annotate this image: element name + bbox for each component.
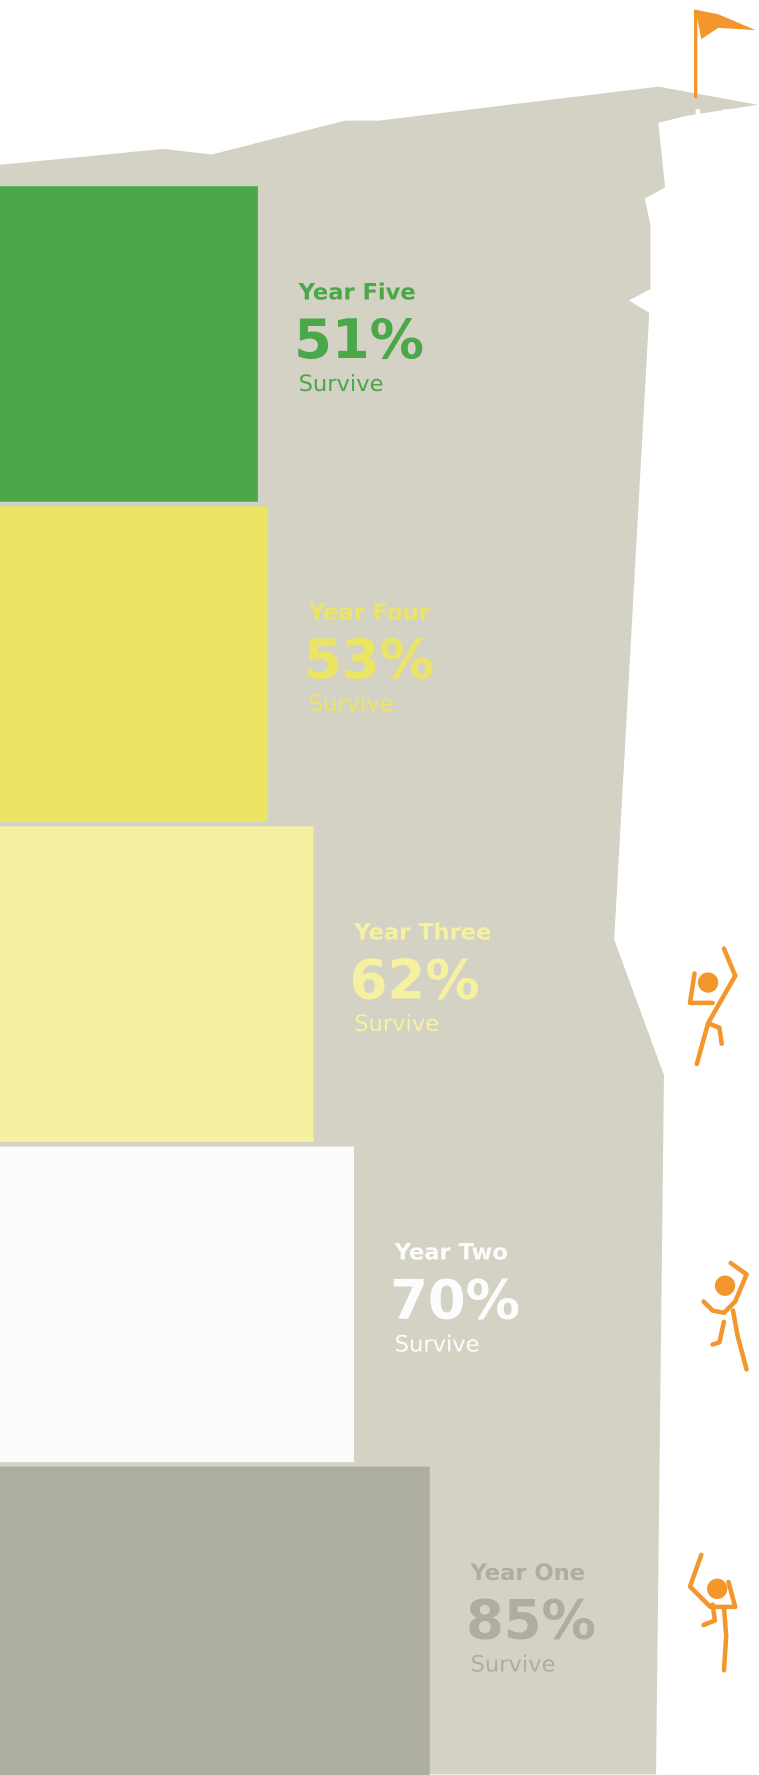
page: {"chart_data": {"type": "bar", "categori… (0, 0, 759, 1775)
bar (0, 186, 258, 502)
caption: Survive (354, 1011, 439, 1037)
category-label: Year Five (298, 279, 416, 305)
caption: Survive (299, 371, 384, 397)
category-label: Year Three (353, 920, 491, 946)
flag (696, 10, 756, 98)
bar (0, 506, 268, 822)
ladder (698, 109, 725, 1774)
value-label: 53% (304, 628, 434, 691)
category-label: Year Two (394, 1240, 508, 1266)
bar (0, 1467, 430, 1775)
value-label: 70% (390, 1268, 520, 1331)
bar (0, 1147, 354, 1463)
value-label: 62% (350, 948, 480, 1011)
value-label: 51% (294, 308, 424, 371)
bar (0, 826, 313, 1142)
category-label: Year Four (308, 599, 431, 625)
flag-cloth (696, 10, 756, 39)
chart: Year Five51%SurviveYear Four53%SurviveYe… (0, 0, 759, 1775)
value-label: 85% (466, 1589, 596, 1652)
caption: Survive (395, 1331, 480, 1357)
category-label: Year One (470, 1560, 586, 1586)
caption: Survive (471, 1651, 556, 1677)
caption: Survive (309, 691, 394, 717)
